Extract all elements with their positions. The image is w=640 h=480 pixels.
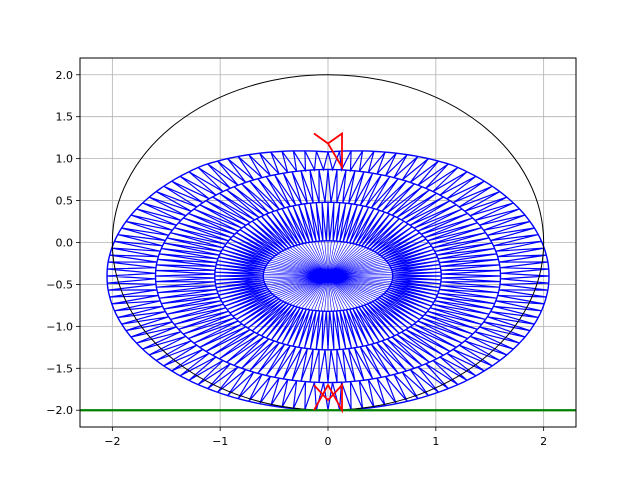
mesh-spokes [214,202,442,350]
y-tick-label: −1.0 [46,320,73,333]
y-tick-label: −2.0 [46,404,73,417]
x-axis: −2 −1 0 1 2 [104,427,547,448]
y-tick-label: 1.0 [56,153,74,166]
y-tick-label: 0.0 [56,237,74,250]
overlays [80,74,576,414]
red-marker-bottom [313,382,343,414]
y-axis: −2.0 −1.5 −1.0 −0.5 0.0 0.5 1.0 1.5 2.0 [46,69,80,417]
y-tick-label: −1.5 [46,362,73,375]
x-tick-label: −1 [212,435,228,448]
x-tick-label: 0 [325,435,332,448]
y-tick-label: 2.0 [56,69,74,82]
y-tick-label: 0.5 [56,195,74,208]
y-tick-label: −0.5 [46,278,73,291]
mesh-spokes [106,150,550,411]
x-tick-label: 1 [432,435,439,448]
y-tick-label: 1.5 [56,111,74,124]
mesh-spokes [155,169,501,383]
x-tick-label: −2 [104,435,120,448]
mesh-core [263,240,393,312]
blue-mesh [106,150,550,411]
x-tick-label: 2 [540,435,547,448]
red-marker-top [313,131,343,171]
